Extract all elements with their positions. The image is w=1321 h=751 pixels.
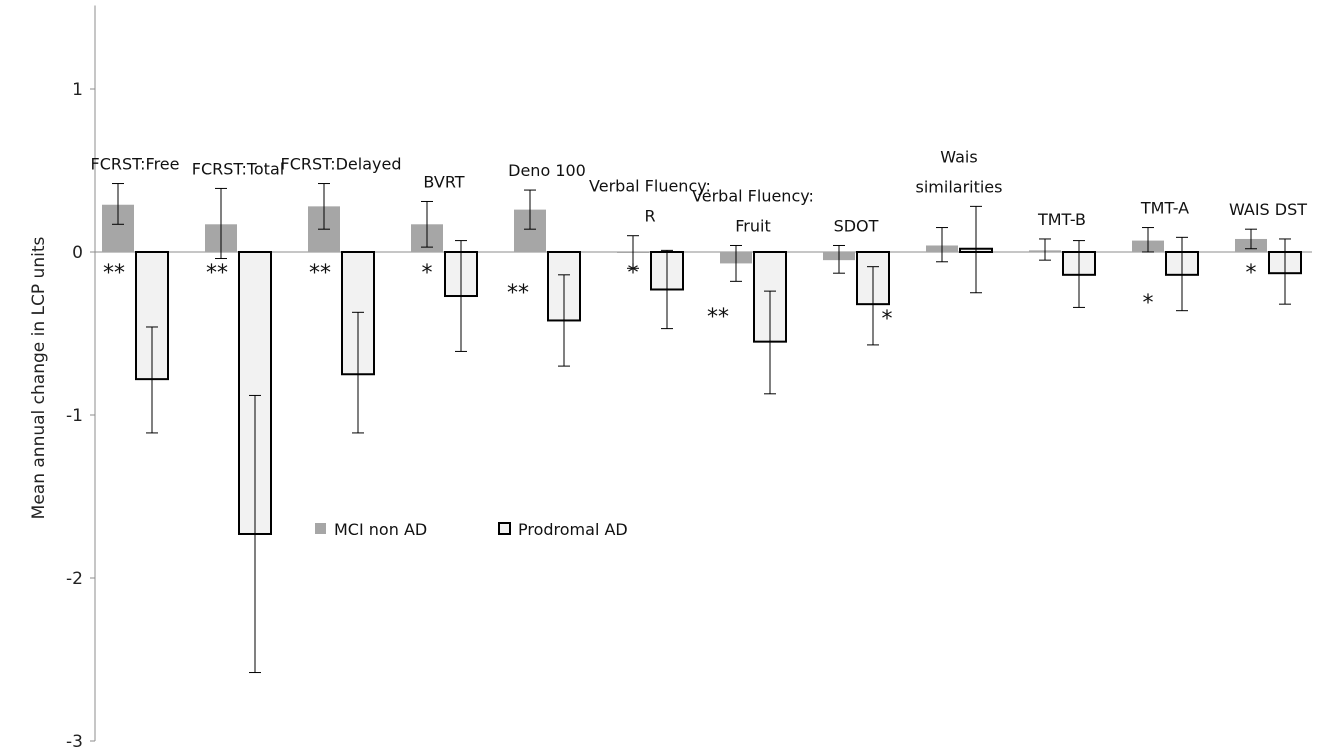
category-label: Deno 100	[508, 161, 586, 180]
axes: 1 0 -1 -2 -3 Mean annual change in LCP units	[29, 5, 1312, 751]
category-label: Wais	[940, 147, 977, 166]
legend-label-prodromal-ad: Prodromal AD	[518, 520, 628, 539]
significance-marker: **	[507, 281, 529, 306]
significance-marker: *	[422, 261, 433, 286]
significance-markers: ** ** ** ****** ***	[103, 261, 1257, 332]
significance-marker: **	[206, 261, 228, 286]
y-tick-label: 0	[72, 243, 83, 263]
y-tick-label: -3	[66, 732, 83, 751]
significance-marker: **	[707, 305, 729, 330]
significance-marker: *	[1246, 261, 1257, 286]
category-label: TMT-B	[1037, 210, 1086, 229]
significance-marker: *	[882, 307, 893, 332]
y-axis-label: Mean annual change in LCP units	[29, 237, 49, 520]
y-tick-label: -2	[66, 569, 83, 589]
bars	[102, 183, 1302, 674]
category-label: similarities	[916, 177, 1003, 196]
y-tick-label: 1	[72, 80, 83, 100]
category-label: Verbal Fluency:	[692, 186, 814, 205]
significance-marker: *	[1143, 291, 1154, 316]
y-tick-label: -1	[66, 406, 83, 426]
category-label: Fruit	[735, 216, 770, 235]
legend: MCI non AD Prodromal AD	[315, 520, 628, 539]
category-label: FCRST:Total	[192, 159, 284, 178]
legend-swatch-prodromal-ad	[498, 522, 511, 535]
category-label: FCRST:Delayed	[281, 155, 402, 174]
significance-marker: **	[309, 261, 331, 286]
category-label: BVRT	[423, 172, 464, 191]
significance-marker: *	[628, 261, 639, 286]
legend-swatch-mci-non-ad	[315, 523, 326, 534]
significance-marker: **	[103, 261, 125, 286]
category-label: WAIS DST	[1229, 200, 1307, 219]
category-label: Verbal Fluency:	[589, 177, 711, 196]
category-label: FCRST:Free	[90, 155, 179, 174]
category-label: SDOT	[834, 216, 879, 235]
category-label: R	[644, 207, 655, 226]
category-label: TMT-A	[1140, 199, 1189, 218]
legend-label-mci-non-ad: MCI non AD	[334, 520, 427, 539]
